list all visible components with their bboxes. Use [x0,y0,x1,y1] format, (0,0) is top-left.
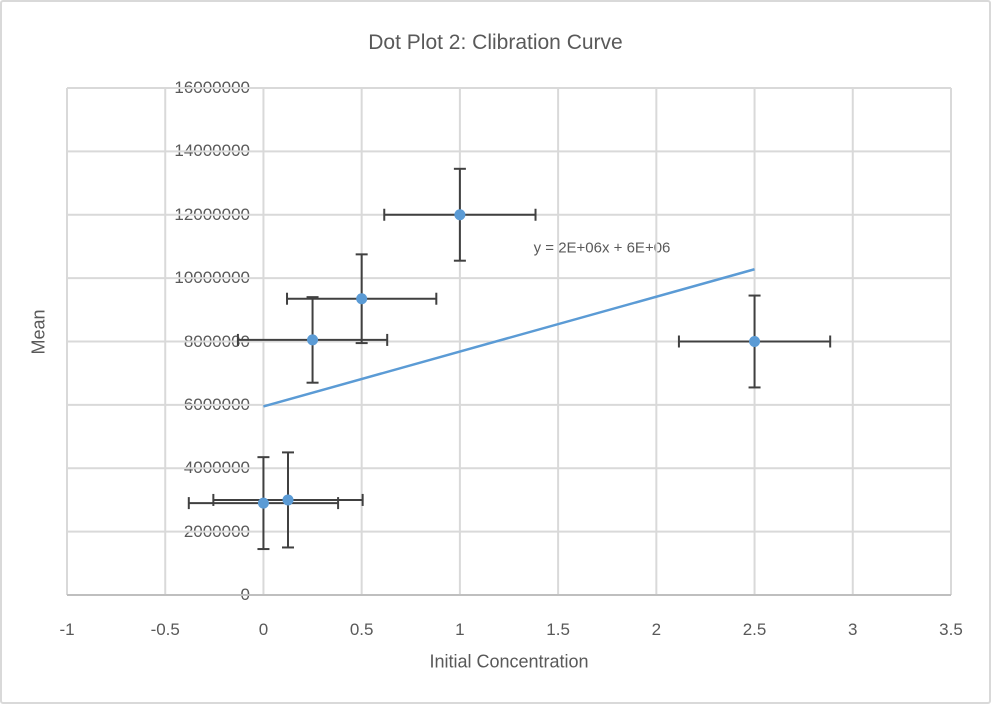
x-tick-label: 3.5 [939,620,963,639]
x-tick-label: 2.5 [742,620,767,639]
data-point-marker [307,334,319,346]
y-tick-label: 16000000 [174,78,250,97]
y-tick-label: 14000000 [174,141,250,161]
y-tick-label: 4000000 [183,458,250,478]
x-tick-label: -1 [59,620,75,639]
data-point-marker [454,209,466,221]
y-tick-label: 10000000 [174,268,250,288]
y-tick-label: 12000000 [174,204,250,224]
data-point-marker [749,336,761,347]
y-tick-label: 2000000 [183,521,250,541]
x-tick-label: 1 [455,620,465,639]
x-axis-title: Initial Concentration [429,651,589,672]
trendline [263,268,755,408]
y-tick-label: 6000000 [183,394,250,414]
x-tick-label: 1.5 [546,620,570,639]
x-tick-label: 0.5 [349,620,374,639]
data-point-marker [356,293,368,305]
trendline-equation-label: y = 2E+06x + 6E+06 [533,239,671,257]
x-tick-label: -0.5 [150,620,180,639]
y-tick-label: 8000000 [183,331,250,351]
x-tick-label: 3 [848,620,858,639]
x-tick-label: 2 [651,620,662,639]
data-point-marker [257,497,269,509]
y-tick-label: 0 [240,585,250,604]
chart-title: Dot Plot 2: Clibration Curve [368,31,623,54]
x-tick-label: 0 [258,620,269,639]
data-point-marker [282,494,294,506]
y-axis-title: Mean [28,309,49,355]
